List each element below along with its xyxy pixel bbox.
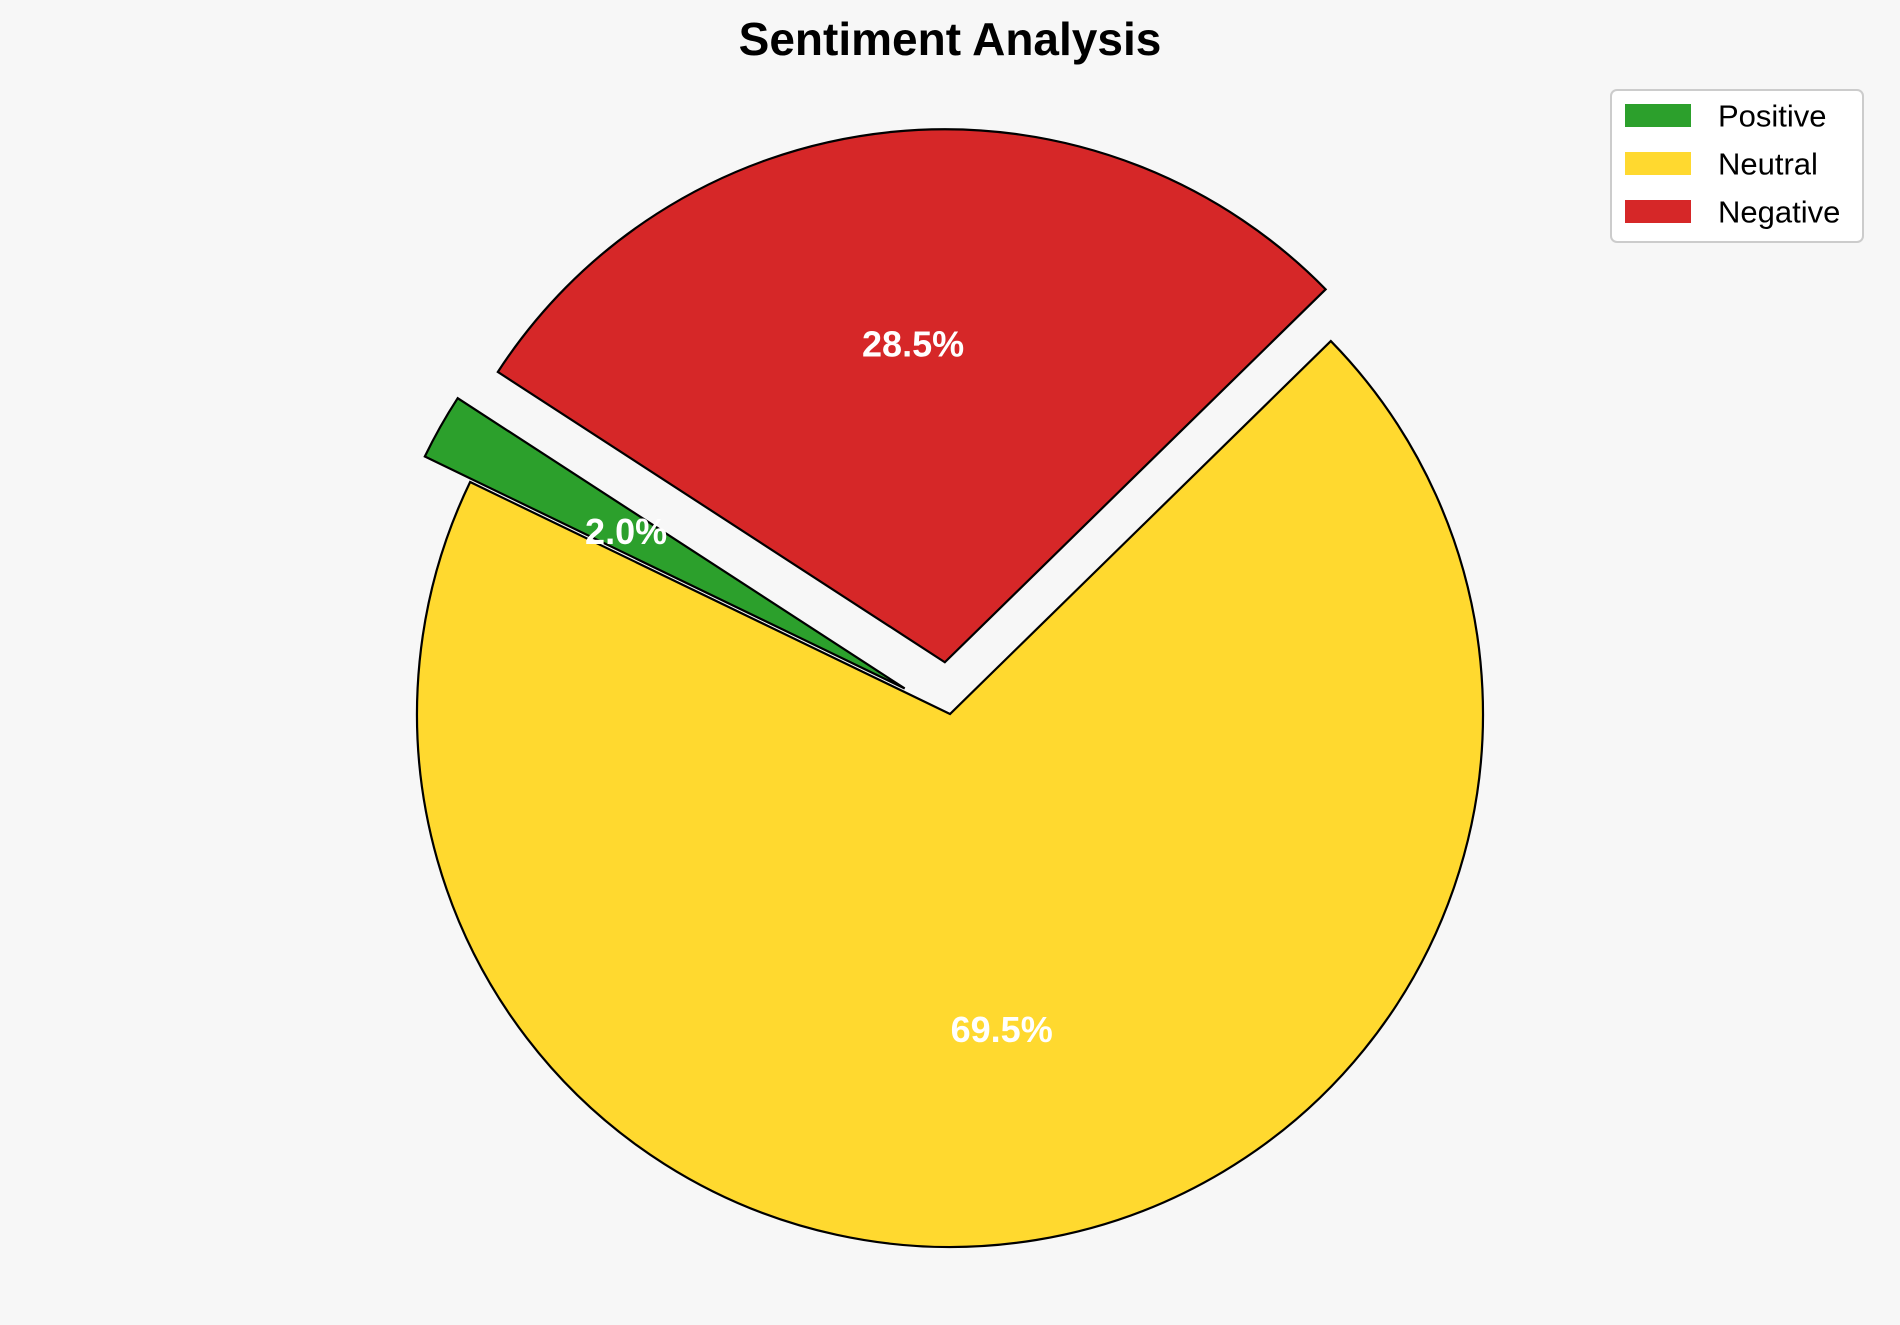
slice-label-neutral: 69.5% [951,1009,1053,1050]
pie-slice-positive [423,396,906,690]
legend-swatch-positive [1625,104,1691,127]
legend: Positive Neutral Negative [1610,89,1864,243]
pie-slices [415,128,1485,1249]
legend-label-positive: Positive [1718,99,1827,134]
legend-swatch-negative [1625,200,1691,223]
pie-slice-labels: 2.0% 69.5% 28.5% [585,324,1053,1051]
legend-label-negative: Negative [1718,195,1840,230]
slice-label-negative: 28.5% [862,324,964,365]
chart-title: Sentiment Analysis [738,13,1162,65]
legend-swatch-neutral [1625,152,1691,175]
slice-label-positive: 2.0% [585,511,667,552]
pie-slice-neutral [415,339,1485,1249]
pie-slice-negative [496,128,1328,664]
legend-label-neutral: Neutral [1718,147,1818,182]
